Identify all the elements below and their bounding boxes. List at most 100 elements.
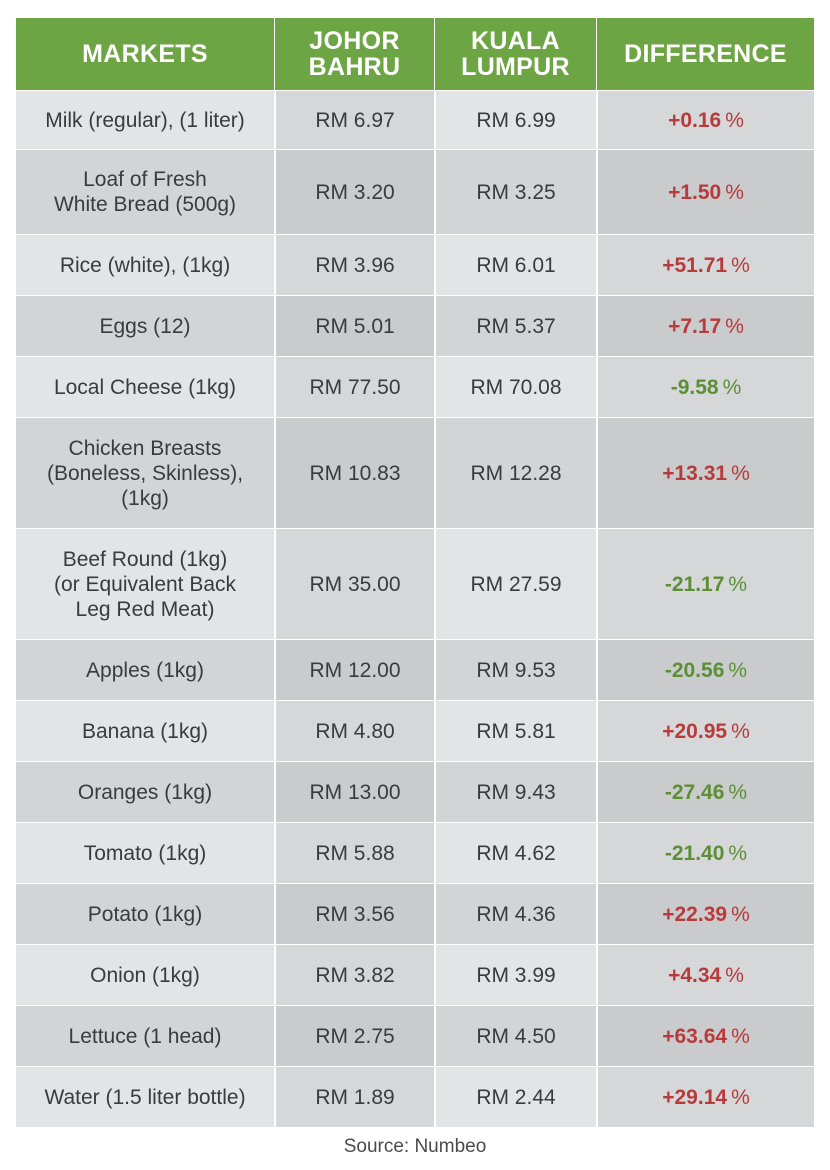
kuala-lumpur-price: RM 3.25 <box>434 150 596 234</box>
item-cell: Potato (1kg) <box>16 884 274 944</box>
item-cell: Apples (1kg) <box>16 640 274 700</box>
header-johor-bahru: JOHOR BAHRU <box>274 18 434 90</box>
kuala-lumpur-price: RM 6.99 <box>434 91 596 149</box>
difference-unit: % <box>731 1085 750 1109</box>
difference-value: +22.39% <box>596 884 814 944</box>
item-cell: Tomato (1kg) <box>16 823 274 883</box>
item-label: Chicken Breasts (Boneless, Skinless), (1kg… <box>46 436 244 510</box>
kuala-lumpur-price: RM 5.81 <box>434 701 596 761</box>
kuala-lumpur-price: RM 9.43 <box>434 762 596 822</box>
header-johor-line2: BAHRU <box>308 53 401 81</box>
johor-bahru-price: RM 5.01 <box>274 296 434 356</box>
difference-value: -9.58% <box>596 357 814 417</box>
header-kl-line2: LUMPUR <box>461 53 570 81</box>
item-label: Eggs (12) <box>99 314 191 338</box>
johor-bahru-price: RM 77.50 <box>274 357 434 417</box>
difference-number: +1.50 <box>668 180 722 204</box>
item-cell: Eggs (12) <box>16 296 274 356</box>
kuala-lumpur-price: RM 9.53 <box>434 640 596 700</box>
johor-bahru-price: RM 3.96 <box>274 235 434 295</box>
difference-value: -27.46% <box>596 762 814 822</box>
difference-unit: % <box>722 375 742 399</box>
table-row: Lettuce (1 head) RM 2.75 RM 4.50 +63.64% <box>16 1005 814 1066</box>
item-label: Milk (regular), (1 liter) <box>45 108 245 132</box>
difference-number: +0.16 <box>668 108 722 132</box>
item-label: Rice (white), (1kg) <box>59 253 231 277</box>
table-row: Banana (1kg) RM 4.80 RM 5.81 +20.95% <box>16 700 814 761</box>
item-cell: Water (1.5 liter bottle) <box>16 1067 274 1127</box>
table-row: Milk (regular), (1 liter) RM 6.97 RM 6.99 +… <box>16 90 814 149</box>
table-row: Onion (1kg) RM 3.82 RM 3.99 +4.34% <box>16 944 814 1005</box>
item-cell: Local Cheese (1kg) <box>16 357 274 417</box>
johor-bahru-price: RM 1.89 <box>274 1067 434 1127</box>
johor-bahru-price: RM 13.00 <box>274 762 434 822</box>
item-label: Tomato (1kg) <box>83 841 207 865</box>
table-row: Oranges (1kg) RM 13.00 RM 9.43 -27.46% <box>16 761 814 822</box>
johor-bahru-price: RM 5.88 <box>274 823 434 883</box>
difference-number: +51.71 <box>662 253 728 277</box>
johor-bahru-price: RM 4.80 <box>274 701 434 761</box>
item-cell: Chicken Breasts (Boneless, Skinless), (1kg… <box>16 418 274 528</box>
difference-value: +7.17% <box>596 296 814 356</box>
header-difference: DIFFERENCE <box>596 18 814 90</box>
item-label: Beef Round (1kg) (or Equivalent Back Leg R… <box>53 547 237 621</box>
johor-bahru-price: RM 2.75 <box>274 1006 434 1066</box>
kuala-lumpur-price: RM 70.08 <box>434 357 596 417</box>
difference-value: +51.71% <box>596 235 814 295</box>
kuala-lumpur-price: RM 4.50 <box>434 1006 596 1066</box>
difference-number: -9.58 <box>670 375 719 399</box>
table-row: Chicken Breasts (Boneless, Skinless), (1kg… <box>16 417 814 528</box>
item-label: Onion (1kg) <box>90 963 200 987</box>
table-row: Water (1.5 liter bottle) RM 1.89 RM 2.44 +2… <box>16 1066 814 1127</box>
difference-value: +20.95% <box>596 701 814 761</box>
kuala-lumpur-price: RM 12.28 <box>434 418 596 528</box>
table-row: Local Cheese (1kg) RM 77.50 RM 70.08 -9.58% <box>16 356 814 417</box>
header-markets-label: MARKETS <box>82 40 208 68</box>
difference-number: +4.34 <box>668 963 722 987</box>
difference-value: +29.14% <box>596 1067 814 1127</box>
item-label: Local Cheese (1kg) <box>53 375 237 399</box>
difference-unit: % <box>725 108 744 132</box>
difference-number: -20.56 <box>664 658 725 682</box>
difference-value: -21.40% <box>596 823 814 883</box>
difference-value: -20.56% <box>596 640 814 700</box>
johor-bahru-price: RM 12.00 <box>274 640 434 700</box>
item-cell: Lettuce (1 head) <box>16 1006 274 1066</box>
difference-value: +63.64% <box>596 1006 814 1066</box>
header-kuala-lumpur: KUALA LUMPUR <box>434 18 596 90</box>
table-row: Loaf of Fresh White Bread (500g) RM 3.20 RM… <box>16 149 814 234</box>
table-row: Eggs (12) RM 5.01 RM 5.37 +7.17% <box>16 295 814 356</box>
source-note: Source: Numbeo <box>343 1136 487 1157</box>
kuala-lumpur-price: RM 5.37 <box>434 296 596 356</box>
item-label: Potato (1kg) <box>87 902 203 926</box>
difference-unit: % <box>731 461 750 485</box>
difference-unit: % <box>728 780 748 804</box>
header-johor-line1: JOHOR <box>309 27 400 55</box>
difference-number: -27.46 <box>664 780 725 804</box>
item-label: Oranges (1kg) <box>77 780 213 804</box>
difference-number: -21.17 <box>664 572 725 596</box>
item-cell: Milk (regular), (1 liter) <box>16 91 274 149</box>
header-markets: MARKETS <box>16 18 274 90</box>
johor-bahru-price: RM 6.97 <box>274 91 434 149</box>
difference-value: +13.31% <box>596 418 814 528</box>
difference-unit: % <box>725 314 744 338</box>
difference-value: +4.34% <box>596 945 814 1005</box>
difference-number: +20.95 <box>662 719 728 743</box>
johor-bahru-price: RM 3.20 <box>274 150 434 234</box>
difference-unit: % <box>728 841 748 865</box>
difference-value: +1.50% <box>596 150 814 234</box>
item-cell: Onion (1kg) <box>16 945 274 1005</box>
difference-unit: % <box>728 572 748 596</box>
kuala-lumpur-price: RM 4.36 <box>434 884 596 944</box>
difference-unit: % <box>725 180 744 204</box>
difference-unit: % <box>725 963 744 987</box>
price-comparison-table: MARKETS JOHOR BAHRU KUALA LUMPUR DIFFERENC… <box>16 18 814 1127</box>
table-row: Tomato (1kg) RM 5.88 RM 4.62 -21.40% <box>16 822 814 883</box>
table-row: Apples (1kg) RM 12.00 RM 9.53 -20.56% <box>16 639 814 700</box>
difference-number: +22.39 <box>662 902 728 926</box>
item-cell: Oranges (1kg) <box>16 762 274 822</box>
difference-value: -21.17% <box>596 529 814 639</box>
difference-number: -21.40 <box>664 841 725 865</box>
item-label: Banana (1kg) <box>81 719 209 743</box>
